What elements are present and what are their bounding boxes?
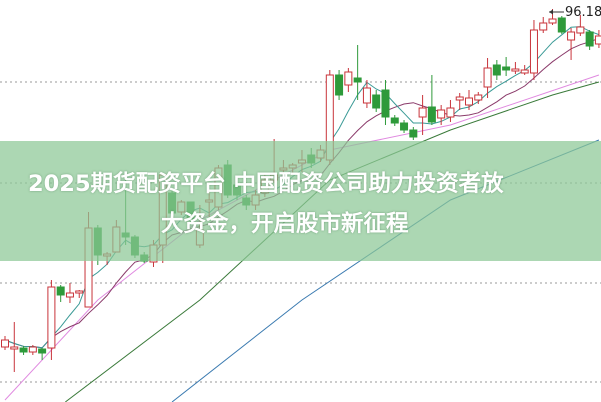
candle [344, 68, 353, 92]
candle-body [10, 346, 19, 350]
candle-body [548, 18, 557, 24]
candle-body [335, 74, 344, 96]
title-line-2: 大资金，开启股市新征程 [161, 211, 409, 237]
candle-body [362, 87, 371, 104]
candle-body [594, 35, 601, 45]
candle [539, 17, 548, 33]
candle-body [390, 117, 399, 124]
candle-body [353, 77, 362, 83]
candle [437, 105, 446, 125]
candle [585, 30, 594, 50]
candle-body [567, 31, 576, 41]
candle-body [474, 94, 483, 101]
candle [455, 93, 464, 110]
candle [372, 90, 381, 112]
candle [557, 16, 566, 34]
candle-body [65, 292, 74, 298]
candle-body [418, 107, 427, 118]
candle-body [437, 109, 446, 119]
candle-body [455, 96, 464, 101]
candle-body [511, 68, 520, 72]
candle [10, 322, 19, 372]
candle [427, 75, 436, 125]
candle-body [1, 339, 9, 348]
arrow-left-icon [549, 9, 553, 15]
title-banner [0, 141, 601, 261]
candle [492, 60, 501, 80]
candle [19, 346, 28, 355]
candle [335, 70, 344, 100]
candle-body [557, 17, 566, 33]
candle-body [465, 97, 473, 106]
candle-body [520, 69, 529, 74]
candle [38, 348, 47, 360]
candle-body [38, 348, 47, 354]
candle [474, 92, 483, 104]
candle-body [483, 67, 492, 88]
candle [28, 345, 37, 355]
candle-body [400, 122, 409, 131]
candle-body [19, 347, 28, 353]
candle [75, 290, 84, 298]
candle [409, 127, 418, 140]
article-title: 2025期货配资平台 中国配资公司助力投资者放 大资金，开启股市新征程 [28, 164, 600, 244]
candle-body [427, 106, 436, 123]
candle [529, 20, 538, 80]
candle [511, 62, 520, 74]
title-line-1: 2025期货配资平台 中国配资公司助力投资者放 [28, 171, 504, 197]
candle [56, 285, 65, 302]
candle-body [75, 290, 84, 294]
candle [576, 15, 585, 36]
candle [502, 57, 511, 76]
candle-body [539, 22, 548, 31]
candle [465, 90, 473, 110]
candle [418, 95, 427, 135]
candle [483, 58, 492, 98]
candle [567, 28, 576, 60]
candle-body [344, 71, 353, 86]
candle-body [381, 89, 390, 118]
candle-body [372, 94, 381, 109]
candle [47, 280, 56, 360]
candle-body [529, 29, 538, 74]
candle [400, 120, 409, 133]
candle-body [28, 346, 37, 353]
candle [520, 65, 529, 75]
candle-body [409, 129, 418, 138]
candle-body [585, 31, 594, 47]
max-price-marker: 96.18 [549, 5, 601, 20]
candle-body [56, 286, 65, 296]
max-price-label: 96.18 [565, 5, 601, 20]
candle [65, 283, 74, 303]
candle [390, 115, 399, 126]
candle [381, 80, 390, 125]
candle [1, 336, 9, 350]
candle-body [47, 286, 56, 349]
candle-body [446, 107, 455, 118]
candle [594, 30, 601, 48]
candle [446, 100, 455, 122]
candle-body [502, 66, 511, 71]
candle [353, 45, 362, 100]
candle-body [492, 64, 501, 76]
candle [362, 80, 371, 108]
candle-body [576, 26, 585, 34]
